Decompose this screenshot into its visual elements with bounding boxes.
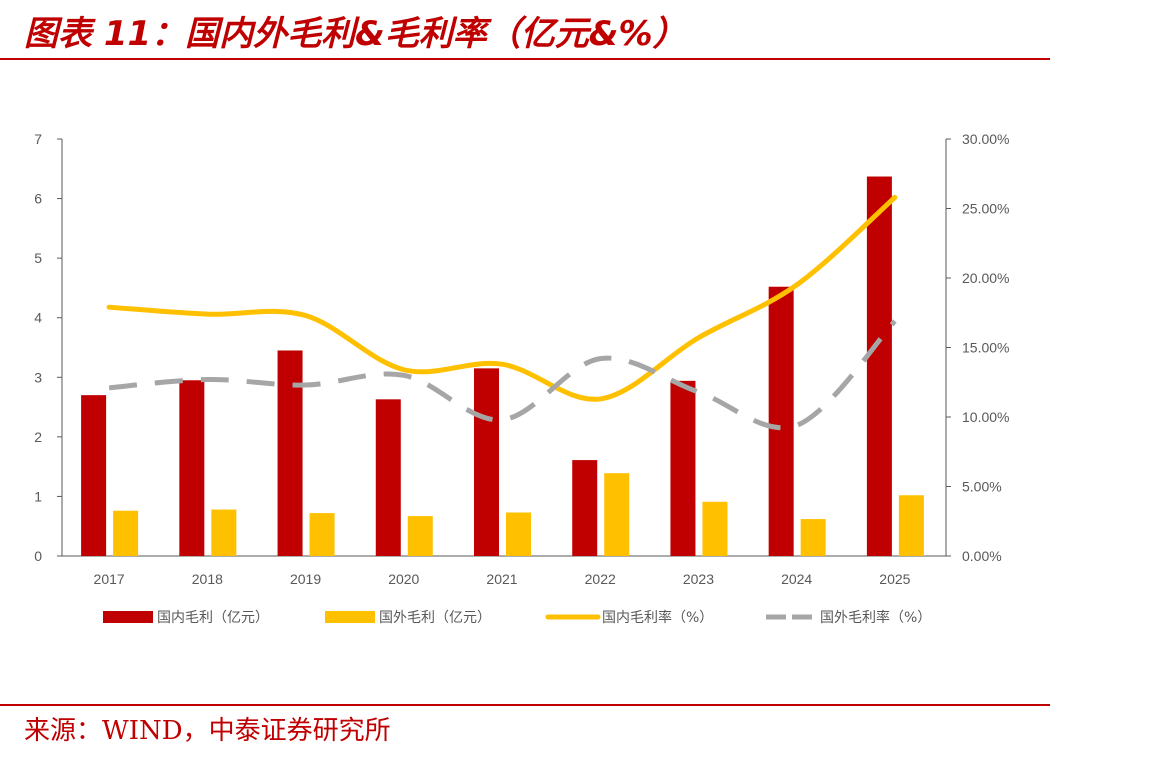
- x-tick-label-2025: 2025: [879, 571, 910, 587]
- x-tick-labels: 2017 2018 2019 2020 2021 2022 2023 2024 2025: [94, 571, 911, 587]
- y-right-tick-label: 25.00%: [962, 201, 1009, 217]
- domestic-gross-profit-bar-2024: [768, 286, 794, 556]
- domestic-gross-profit-bar-2020: [375, 399, 401, 556]
- chart-lines: [106, 194, 898, 431]
- chart-bars: [81, 176, 924, 556]
- y-left-tick-label: 5: [34, 250, 42, 266]
- overseas-gross-profit-bar-2017: [113, 510, 139, 556]
- domestic-gross-profit-bar-2019: [277, 350, 303, 556]
- x-tick-label-2023: 2023: [683, 571, 714, 587]
- domestic-gross-profit-bar-2017: [81, 395, 107, 556]
- legend-swatch-0: [103, 611, 153, 623]
- y-right-tick-label: 0.00%: [962, 548, 1002, 564]
- chart: 0 1 2 3 4 5 6 7 0.00% 5.00% 10.00% 15.00% 20.00% 25.0…: [34, 131, 1009, 626]
- x-tick-label-2019: 2019: [290, 571, 321, 587]
- domestic-margin-line: [106, 194, 898, 402]
- legend-swatch-1: [325, 611, 375, 623]
- domestic-gross-profit-bar-2023: [670, 380, 696, 556]
- y-left-tick-label: 1: [34, 488, 42, 504]
- y-left-tick-label: 0: [34, 548, 42, 564]
- overseas-gross-profit-bar-2019: [309, 513, 335, 556]
- overseas-gross-profit-bar-2020: [407, 516, 433, 556]
- y-right-tick-label: 30.00%: [962, 131, 1009, 147]
- overseas-gross-profit-bar-2018: [211, 509, 237, 556]
- y-left-tick-label: 4: [34, 310, 42, 326]
- overseas-margin-line: [108, 319, 897, 431]
- y-left-tick-label: 6: [34, 191, 42, 207]
- chart-axes: 0 1 2 3 4 5 6 7 0.00% 5.00% 10.00% 15.00% 20.00% 25.0…: [34, 131, 1009, 564]
- x-tick-label-2018: 2018: [192, 571, 223, 587]
- domestic-gross-profit-bar-2021: [474, 368, 499, 556]
- legend-label-1: 国外毛利（亿元）: [379, 610, 491, 626]
- x-tick-label-2020: 2020: [388, 571, 419, 587]
- y-right-tick-label: 10.00%: [962, 409, 1009, 425]
- y-left-tick-label: 7: [34, 131, 42, 147]
- source-note: 来源：WIND，中泰证券研究所: [24, 716, 391, 746]
- legend-label-0: 国内毛利（亿元）: [157, 610, 269, 626]
- domestic-gross-profit-bar-2025: [866, 176, 892, 556]
- y-right-tick-label: 20.00%: [962, 270, 1009, 286]
- y-right-tick-label: 15.00%: [962, 340, 1009, 356]
- x-tick-label-2022: 2022: [585, 571, 616, 587]
- page-title: 图表 11：国内外毛利&毛利率（亿元&%）: [24, 14, 687, 54]
- x-tick-label-2024: 2024: [781, 571, 812, 587]
- y-right-tick-label: 5.00%: [962, 479, 1002, 495]
- y-left-tick-label: 3: [34, 369, 42, 385]
- legend-label-2: 国内毛利率（%）: [602, 609, 713, 626]
- chart-legend: 国内毛利（亿元） 国外毛利（亿元） 国内毛利率（%） 国外毛利率（%）: [103, 609, 931, 626]
- x-tick-label-2021: 2021: [486, 571, 517, 587]
- overseas-gross-profit-bar-2024: [800, 519, 826, 556]
- domestic-gross-profit-bar-2022: [572, 460, 598, 556]
- overseas-gross-profit-bar-2021: [506, 512, 531, 556]
- domestic-gross-profit-bar-2018: [179, 380, 205, 556]
- x-tick-label-2017: 2017: [94, 571, 125, 587]
- overseas-gross-profit-bar-2023: [702, 501, 728, 556]
- title-divider: [0, 58, 1050, 60]
- legend-label-3: 国外毛利率（%）: [820, 609, 931, 626]
- overseas-gross-profit-bar-2025: [898, 495, 924, 556]
- y-left-tick-label: 2: [34, 429, 42, 445]
- overseas-gross-profit-bar-2022: [604, 473, 630, 556]
- source-divider: [0, 704, 1050, 706]
